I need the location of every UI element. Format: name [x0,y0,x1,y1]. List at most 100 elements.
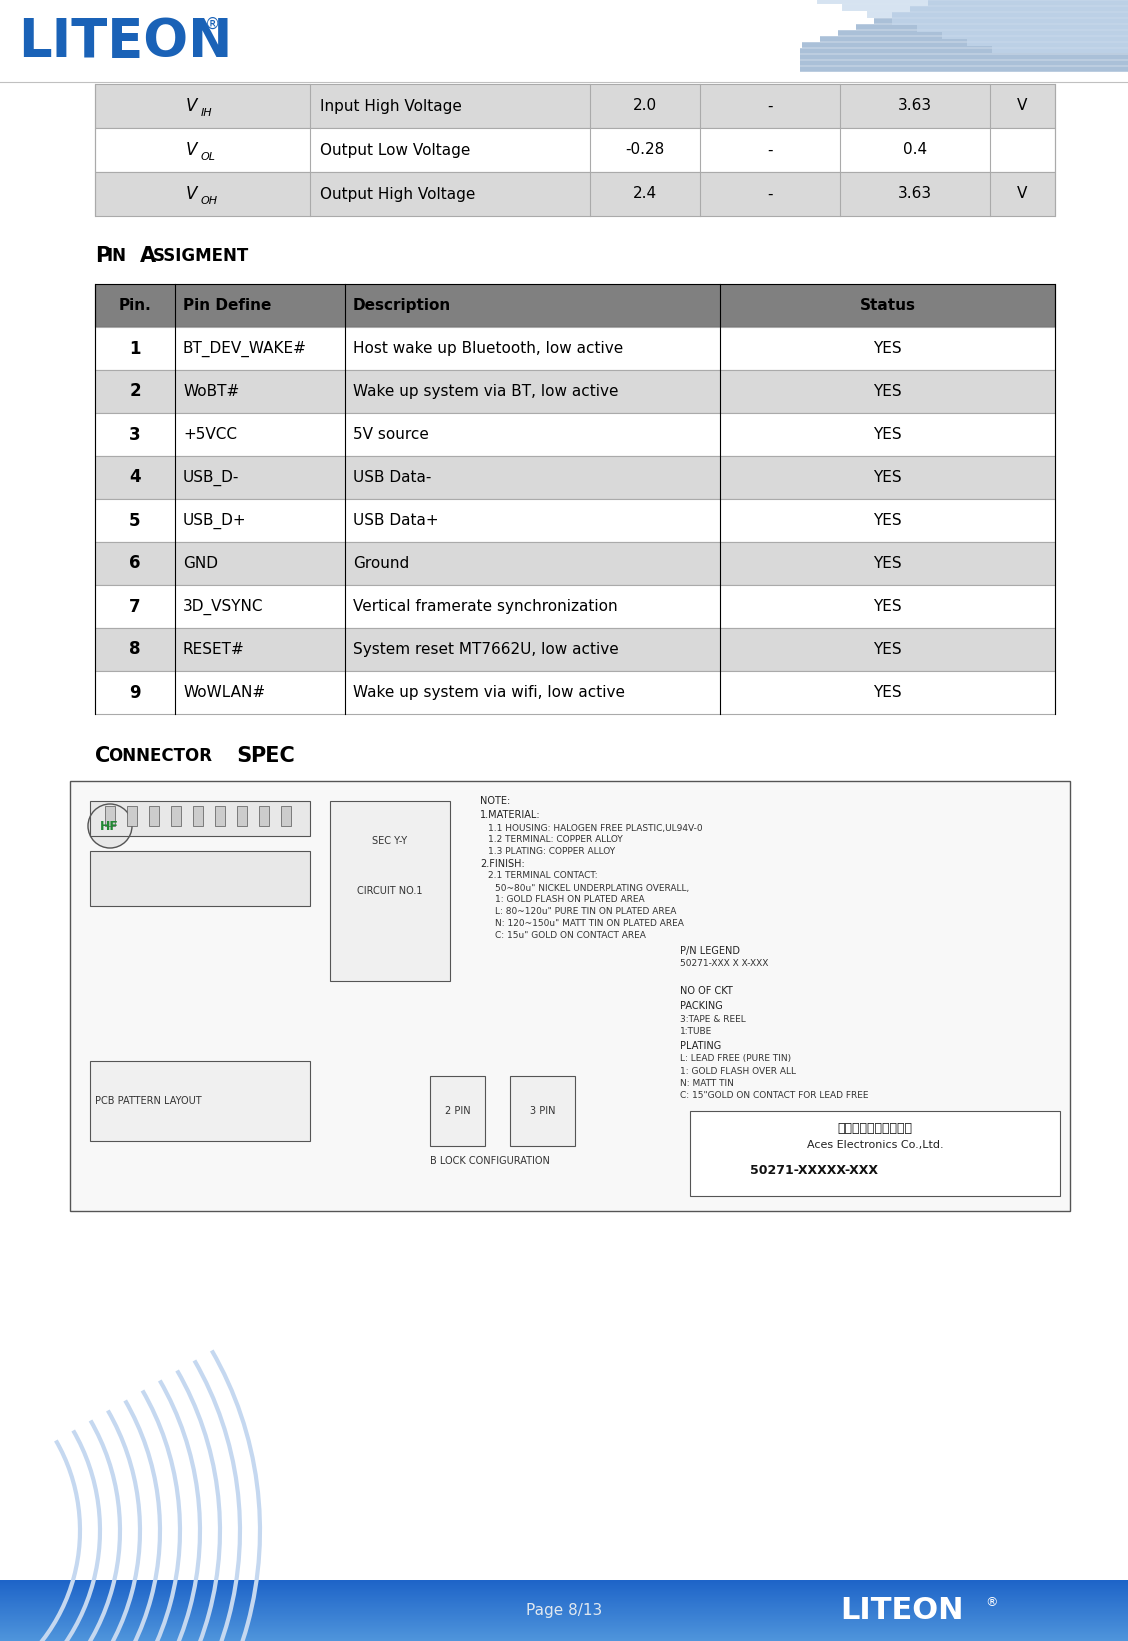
Text: 3:TAPE & REEL: 3:TAPE & REEL [680,1014,746,1024]
Text: ®: ® [985,1597,997,1608]
Text: -: - [767,98,773,113]
Bar [95,414,1055,456]
Bar [0,1580,1128,1582]
Bar [0,1597,1128,1598]
Text: USB_D-: USB_D- [183,469,239,486]
Text: V: V [186,141,197,159]
Bar [0,1610,1128,1613]
Bar [0,1602,1128,1605]
Text: OL: OL [201,153,215,162]
Bar [0,1588,1128,1590]
Bar [0,1626,1128,1628]
Text: 2 PIN: 2 PIN [446,1106,470,1116]
Bar [0,1605,1128,1607]
Text: 1: 1 [130,340,141,358]
Bar [0,1630,1128,1631]
Text: ONNECTOR: ONNECTOR [108,747,212,765]
Text: YES: YES [873,514,901,528]
Bar [171,806,180,825]
Text: 宏致電子股份有限公司: 宏致電子股份有限公司 [837,1122,913,1136]
Text: 50~80u" NICKEL UNDERPLATING OVERALL,: 50~80u" NICKEL UNDERPLATING OVERALL, [495,883,689,893]
Text: SSIGMENT: SSIGMENT [153,248,249,264]
Text: +5VCC: +5VCC [183,427,237,441]
Text: WoBT#: WoBT# [183,384,239,399]
Bar [193,806,203,825]
Bar [259,806,268,825]
Bar [0,1600,1128,1602]
Text: System reset MT7662U, low active: System reset MT7662U, low active [353,642,619,656]
Bar [90,852,310,906]
Text: SEC Y-Y: SEC Y-Y [372,835,407,847]
Text: -: - [767,143,773,158]
Bar [0,1625,1128,1626]
Bar [0,1608,1128,1610]
Text: YES: YES [873,384,901,399]
Text: L: 80~120u" PURE TIN ON PLATED AREA: L: 80~120u" PURE TIN ON PLATED AREA [495,907,677,917]
Bar [95,629,1055,671]
Text: 4: 4 [130,468,141,486]
Text: 1: GOLD FLASH OVER ALL: 1: GOLD FLASH OVER ALL [680,1067,796,1075]
Text: Description: Description [353,299,451,313]
Bar [95,284,1055,327]
Text: BT_DEV_WAKE#: BT_DEV_WAKE# [183,340,307,356]
Text: USB Data-: USB Data- [353,469,431,486]
Bar [510,1076,575,1145]
Bar [0,1595,1128,1597]
Bar [149,806,159,825]
Bar [430,1076,485,1145]
Text: Output High Voltage: Output High Voltage [320,187,475,202]
Text: Host wake up Bluetooth, low active: Host wake up Bluetooth, low active [353,341,624,356]
Text: Pin Define: Pin Define [183,299,272,313]
Text: YES: YES [873,599,901,614]
Text: 1: GOLD FLASH ON PLATED AREA: 1: GOLD FLASH ON PLATED AREA [495,896,644,904]
Bar [95,327,1055,369]
Text: P/N LEGEND: P/N LEGEND [680,945,740,957]
Bar [0,1602,1128,1603]
Text: 2: 2 [130,382,141,400]
Bar [95,542,1055,584]
Bar [0,1615,1128,1616]
Text: YES: YES [873,341,901,356]
Text: YES: YES [873,427,901,441]
Text: 8: 8 [130,640,141,658]
Text: 3.63: 3.63 [898,187,932,202]
Bar [0,1634,1128,1638]
Bar [0,1603,1128,1605]
Text: YES: YES [873,684,901,701]
Text: 9: 9 [130,684,141,701]
Text: 3: 3 [130,425,141,443]
Text: 50271-XXXXX-XXX: 50271-XXXXX-XXX [750,1165,878,1178]
Text: V: V [1017,98,1028,113]
Text: A: A [140,246,156,266]
Text: 1.1 HOUSING: HALOGEN FREE PLASTIC,UL94V-0: 1.1 HOUSING: HALOGEN FREE PLASTIC,UL94V-… [488,824,703,832]
Bar [0,1639,1128,1641]
Bar [0,1623,1128,1626]
Text: ®: ® [205,16,220,31]
Bar [95,128,1055,172]
Text: Wake up system via BT, low active: Wake up system via BT, low active [353,384,618,399]
Bar [215,806,224,825]
Circle shape [88,804,132,848]
Bar [0,1582,1128,1584]
Bar [0,1608,1128,1610]
Bar [0,1628,1128,1630]
Bar [0,1634,1128,1636]
Text: OH: OH [201,195,218,207]
Bar [0,1592,1128,1593]
Bar [237,806,247,825]
Bar [690,1111,1060,1196]
Text: RESET#: RESET# [183,642,245,656]
Text: C: 15"GOLD ON CONTACT FOR LEAD FREE: C: 15"GOLD ON CONTACT FOR LEAD FREE [680,1091,869,1099]
Bar [95,172,1055,217]
Bar [127,806,136,825]
Text: -: - [767,187,773,202]
Bar [0,1613,1128,1616]
Text: Pin.: Pin. [118,299,151,313]
Text: V: V [186,97,197,115]
Text: 5V source: 5V source [353,427,429,441]
Text: 1.MATERIAL:: 1.MATERIAL: [481,811,540,820]
Text: B LOCK CONFIGURATION: B LOCK CONFIGURATION [430,1155,550,1167]
Text: GND: GND [183,556,218,571]
Text: P: P [95,246,111,266]
Text: PLATING: PLATING [680,1040,721,1050]
